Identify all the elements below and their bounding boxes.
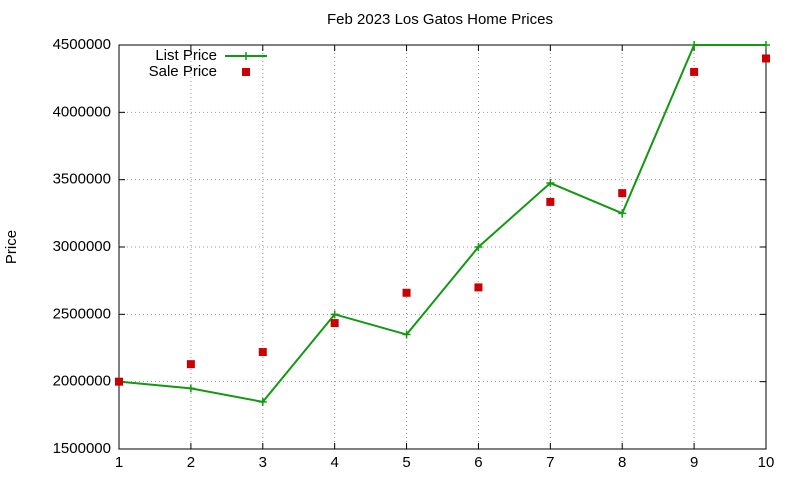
data-point — [618, 209, 627, 218]
x-tick-label: 9 — [690, 454, 698, 471]
data-point — [402, 330, 411, 339]
data-point — [474, 283, 483, 292]
x-tick-label: 1 — [115, 454, 123, 471]
data-point — [690, 41, 699, 49]
y-axis-label: Price — [3, 230, 20, 264]
data-point — [762, 41, 770, 49]
x-tick-label: 6 — [474, 454, 482, 471]
data-point — [115, 377, 123, 386]
legend-marker — [242, 68, 250, 76]
data-point — [546, 197, 555, 206]
data-point — [330, 310, 339, 319]
x-tick-label: 2 — [187, 454, 195, 471]
chart-title: Feb 2023 Los Gatos Home Prices — [327, 11, 553, 28]
series-line — [118, 44, 766, 403]
data-point — [762, 54, 770, 63]
y-tick-label: 2000000 — [53, 373, 111, 390]
data-point — [258, 397, 267, 406]
data-point — [186, 360, 195, 369]
data-point — [330, 319, 339, 328]
y-tick-label: 3000000 — [53, 238, 111, 255]
y-tick-label: 2500000 — [53, 305, 111, 322]
data-point — [402, 288, 411, 297]
y-tick-label: 4000000 — [53, 103, 111, 120]
legend-label: Sale Price — [149, 63, 217, 80]
x-tick-label: 4 — [330, 454, 338, 471]
legend-marker — [242, 52, 250, 60]
x-tick-label: 3 — [259, 454, 267, 471]
data-point — [186, 384, 195, 393]
x-tick-label: 5 — [402, 454, 410, 471]
data-point — [690, 67, 699, 76]
y-tick-label: 3500000 — [53, 171, 111, 188]
y-tick-label: 4500000 — [53, 36, 111, 53]
data-point — [474, 243, 483, 251]
x-tick-label: 8 — [618, 454, 626, 471]
data-point — [618, 189, 627, 198]
legend-label: List Price — [155, 47, 217, 64]
x-tick-label: 10 — [758, 454, 775, 471]
data-point — [546, 179, 555, 188]
x-tick-label: 7 — [546, 454, 554, 471]
data-point — [258, 348, 267, 357]
y-tick-label: 1500000 — [53, 440, 111, 457]
